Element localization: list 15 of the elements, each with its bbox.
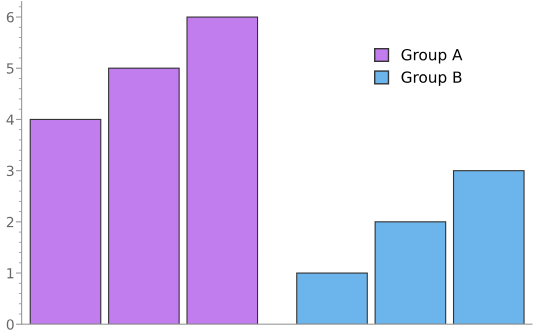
- y-tick-label: 0: [6, 319, 14, 330]
- bar: [374, 221, 446, 324]
- bar: [30, 118, 102, 324]
- y-tick-label: 1: [7, 268, 14, 278]
- y-tick-label: 6: [6, 12, 14, 23]
- bar: [452, 170, 525, 324]
- bar: [296, 272, 368, 324]
- bar: [186, 16, 258, 324]
- y-tick-label: 5: [6, 63, 14, 74]
- legend-label: Group B: [402, 71, 462, 86]
- bar: [108, 68, 180, 324]
- legend-label: Group A: [402, 48, 462, 64]
- y-tick-label: 2: [6, 216, 14, 228]
- y-tick-label: 4: [6, 114, 14, 125]
- y-tick-label: 3: [6, 166, 14, 176]
